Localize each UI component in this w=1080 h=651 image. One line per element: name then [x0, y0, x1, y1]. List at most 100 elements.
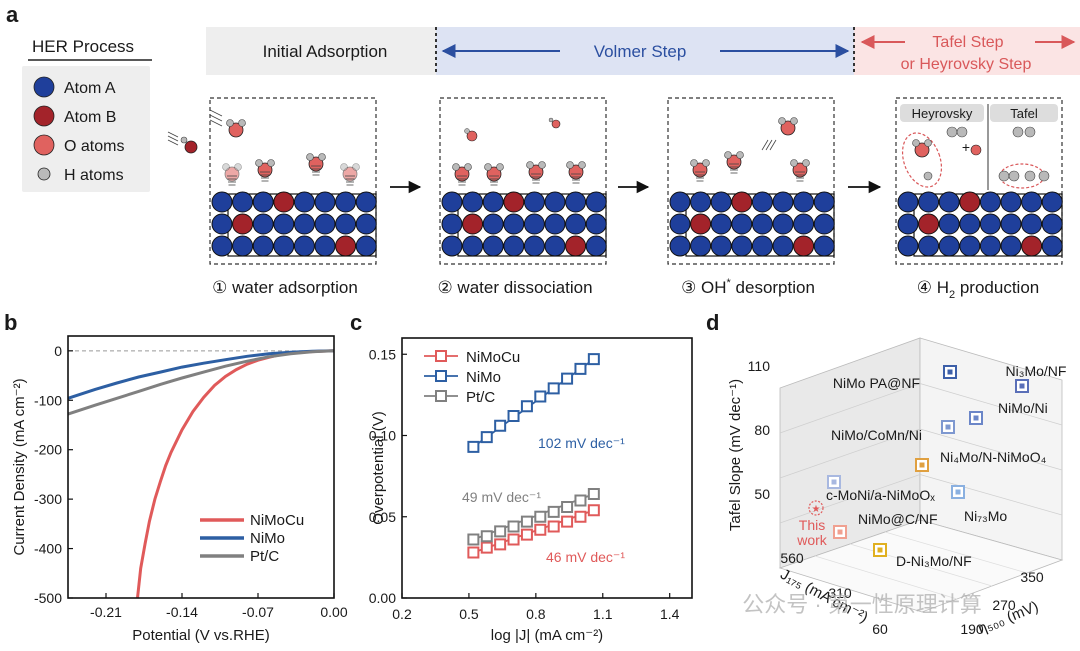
step4-caption: ④ H2 production [917, 278, 1040, 301]
lattice-atom [314, 191, 336, 213]
lattice-atom [273, 213, 295, 235]
lattice-atom [731, 191, 753, 213]
data-point-NiMoCu [520, 528, 533, 541]
lattice-atom [979, 213, 1001, 235]
data-point-Pt/C [587, 488, 600, 500]
lattice-atom [938, 235, 960, 257]
step-box-4: Heyrovsky Tafel + [895, 97, 1063, 265]
lattice-atom [1000, 235, 1022, 257]
lattice-atom [232, 213, 254, 235]
lattice-atom [335, 235, 357, 257]
j-tick-label: 560 [780, 550, 804, 566]
o-atom [551, 119, 561, 129]
data-point-NiMo [587, 353, 600, 366]
lattice-atom [1000, 213, 1022, 235]
h-atom [802, 159, 810, 167]
data-point-NiMo [534, 390, 547, 403]
h-atom [464, 128, 470, 134]
step-box-2 [439, 97, 607, 265]
lattice-atom [462, 235, 484, 257]
o-atom [257, 162, 273, 178]
lattice-atom [918, 213, 940, 235]
o-atom [486, 166, 502, 182]
lattice-atom [772, 191, 794, 213]
h-atom [778, 117, 786, 125]
o-atom [308, 156, 324, 172]
step-box-frame [895, 97, 1063, 265]
plot-frame [67, 335, 335, 599]
y-tick-label: -400 [34, 541, 62, 557]
lattice-atom [252, 213, 274, 235]
chart-c: 0.2 0.5 0.8 1.1 1.4 0.00 0.05 0.10 0.15 log |J| (… [369, 337, 693, 644]
lattice-atom [669, 191, 691, 213]
o-atom [454, 166, 470, 182]
lattice-atom [813, 213, 835, 235]
y-tick-label: 0.05 [369, 509, 396, 525]
motion-line [167, 135, 179, 142]
lattice-atom [918, 191, 940, 213]
lattice-atom [314, 235, 336, 257]
y-axis-title: Overpotential (V) [370, 411, 387, 524]
data-point-core [947, 369, 953, 375]
panel-label-d: d [706, 310, 719, 335]
data-point-NiMoCu [534, 523, 547, 536]
data-point-NiMo [520, 400, 533, 413]
plot-frame [401, 337, 693, 599]
initial-adsorption-label: Initial Adsorption [263, 42, 388, 61]
eta-tick-label: 350 [1020, 569, 1044, 585]
legend-label: NiMo [250, 530, 285, 547]
lattice-atom [355, 191, 377, 213]
legend-label: Pt/C [250, 548, 279, 565]
h-atom [724, 151, 732, 159]
data-point-Pt/C [467, 533, 480, 546]
lattice-atom [731, 235, 753, 257]
h-atom [352, 163, 360, 171]
lattice-atom [1021, 213, 1043, 235]
point-label: Ni₄Mo/N-NiMoO₄ [940, 449, 1047, 465]
lattice-atom [813, 235, 835, 257]
lattice-atom [690, 235, 712, 257]
lattice-atom [813, 191, 835, 213]
series-line-NiMo [67, 349, 335, 400]
o-atom [342, 166, 358, 182]
data-point-core [973, 415, 979, 421]
lattice-atom [211, 213, 233, 235]
step-box-1 [167, 97, 377, 265]
grid-line [779, 474, 921, 524]
x-tick-label: 0.2 [392, 606, 412, 622]
her-legend: HER Process Atom A Atom B O atoms H atoms [22, 37, 152, 192]
h-atom [1024, 126, 1036, 138]
data-point-NiMo [480, 431, 493, 444]
lattice-atom [482, 191, 504, 213]
legend-label: NiMoCu [250, 512, 304, 529]
lattice-atom [1021, 191, 1043, 213]
legend-swatch [37, 167, 51, 181]
lattice-atom [273, 235, 295, 257]
lattice-atom [690, 191, 712, 213]
z-axis-title: Tafel Slope (mV dec⁻¹) [727, 379, 744, 531]
legend-swatch [33, 105, 55, 127]
h-atom [464, 163, 472, 171]
motion-line [765, 139, 773, 151]
lattice-atom [772, 235, 794, 257]
step-box-3 [667, 97, 835, 265]
lattice-atom [355, 213, 377, 235]
h-atom [566, 161, 574, 169]
lattice-atom [503, 191, 525, 213]
this-work-star: ★ [812, 504, 821, 515]
h-atom [702, 159, 710, 167]
j-tick-label: 310 [828, 585, 852, 601]
legend-label: Atom A [64, 80, 116, 97]
eta-tick-label: 270 [992, 597, 1016, 613]
this-work-marker [808, 500, 824, 516]
step3-caption: ③ OH* desorption [681, 277, 815, 297]
data-point-core [837, 529, 843, 535]
h-atom [548, 117, 554, 123]
lattice-atom [1021, 235, 1043, 257]
lattice-atom [293, 213, 315, 235]
h-atom [912, 139, 920, 147]
lattice-atom [979, 235, 1001, 257]
lattice-atom [897, 235, 919, 257]
panel-label-b: b [4, 310, 17, 335]
